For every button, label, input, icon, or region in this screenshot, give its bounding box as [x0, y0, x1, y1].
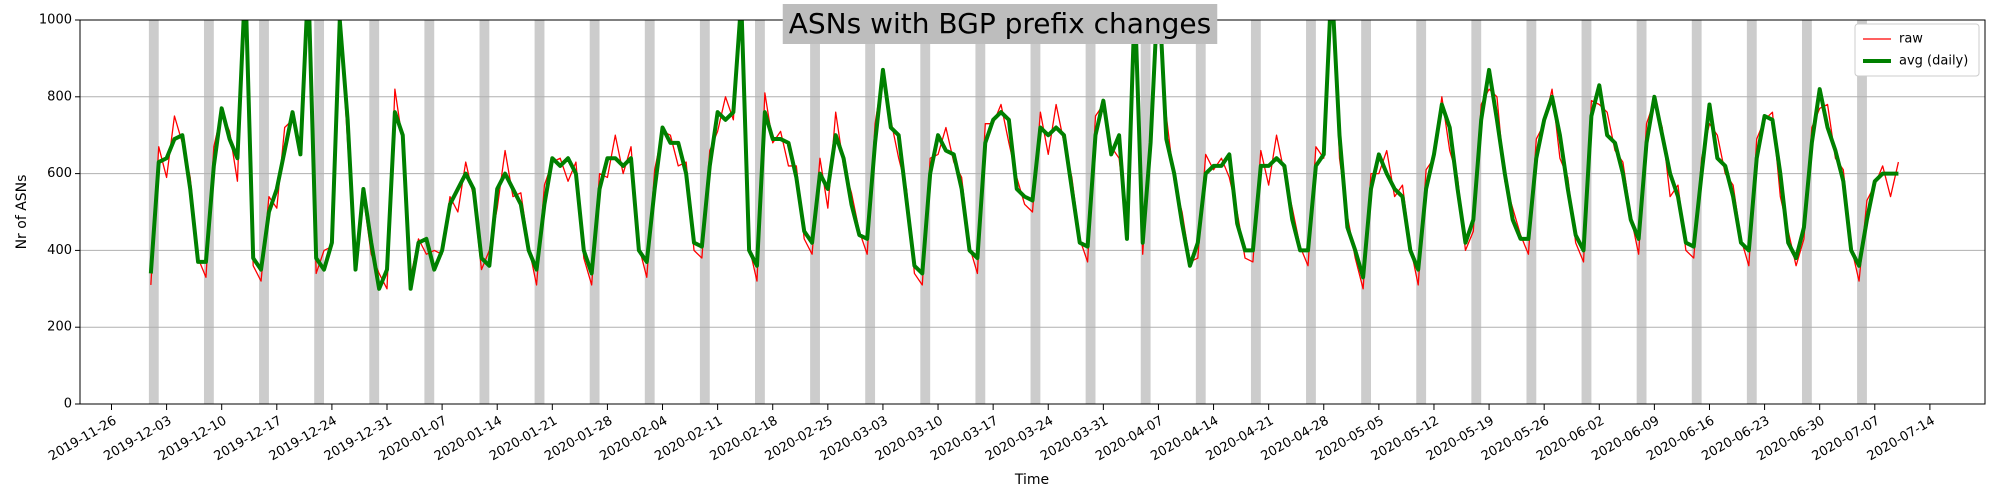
- weekend-band: [1030, 20, 1041, 404]
- weekend-band: [644, 20, 655, 404]
- series-line: [148, 20, 1899, 291]
- y-tick-label: 400: [47, 243, 72, 258]
- legend: raw avg (daily): [1854, 23, 1980, 77]
- legend-label: avg (daily): [1899, 54, 1968, 69]
- weekend-band: [1471, 20, 1482, 404]
- y-tick-label: 0: [64, 397, 72, 412]
- weekend-band: [1416, 20, 1427, 404]
- x-axis-label: Time: [1014, 472, 1049, 488]
- y-tick-label: 1000: [39, 13, 72, 28]
- y-tick-label: 800: [47, 89, 72, 104]
- weekend-band: [479, 20, 490, 404]
- chart-title: ASNs with BGP prefix changes: [789, 7, 1212, 40]
- y-axis-label: Nr of ASNs: [14, 175, 30, 250]
- weekend-band: [1857, 20, 1867, 404]
- y-tick-label: 600: [47, 166, 72, 181]
- weekend-band: [534, 20, 545, 404]
- weekend-band: [259, 20, 269, 404]
- weekend-band: [424, 20, 435, 404]
- weekend-band: [369, 20, 380, 404]
- weekend-band: [589, 20, 600, 404]
- title-background: [782, 4, 1218, 44]
- y-tick-label: 200: [47, 320, 72, 335]
- lines: [148, 20, 1900, 291]
- weekend-band: [314, 20, 325, 404]
- weekend-band: [1361, 20, 1371, 404]
- legend-label: raw: [1899, 32, 1923, 47]
